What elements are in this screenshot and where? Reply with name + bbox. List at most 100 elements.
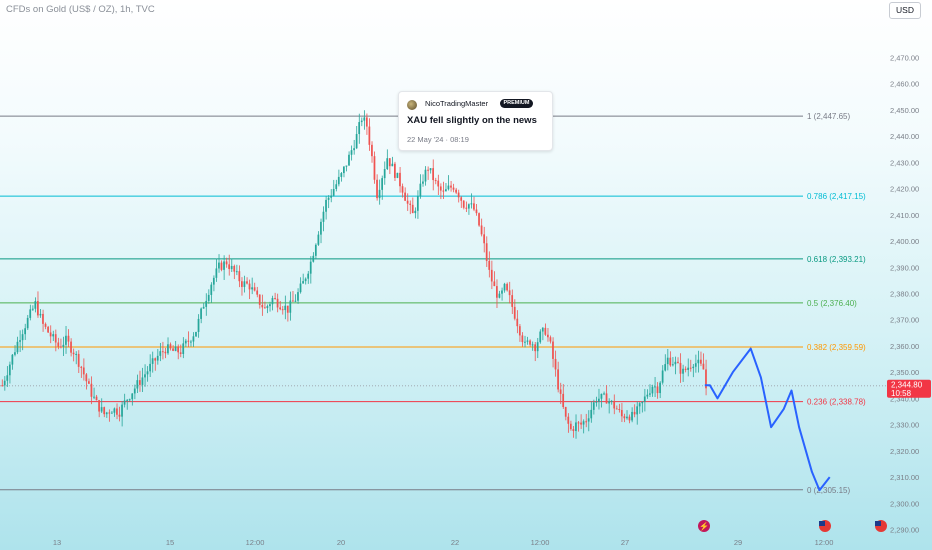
candle-body: [294, 300, 297, 302]
candle-body: [355, 134, 358, 149]
candle-body: [284, 305, 287, 311]
candle-body: [659, 382, 661, 394]
candle-body: [151, 358, 154, 364]
candle-body: [44, 323, 47, 327]
y-tick-label: 2,410.00: [890, 211, 919, 220]
candle-body: [167, 344, 169, 354]
candle-body: [156, 355, 159, 361]
fib-level-label: 0.5 (2,376.40): [807, 299, 857, 308]
candle-body: [322, 211, 325, 222]
candle-body: [133, 388, 136, 394]
y-tick-label: 2,300.00: [890, 499, 919, 508]
candle-body: [450, 185, 452, 188]
author-name[interactable]: NicoTradingMaster: [425, 99, 489, 108]
candle-body: [75, 353, 77, 355]
candle-body: [317, 234, 320, 245]
candle-body: [116, 408, 118, 415]
candle-body: [335, 184, 338, 190]
candle-body: [26, 317, 29, 329]
y-tick-label: 2,360.00: [890, 342, 919, 351]
candle-body: [123, 400, 126, 405]
candle-body: [493, 281, 496, 287]
y-tick-label: 2,330.00: [890, 421, 919, 430]
candle-body: [513, 306, 516, 319]
candle-body: [266, 306, 269, 309]
candle-body: [646, 394, 649, 397]
candle-body: [406, 200, 409, 204]
candle-body: [544, 327, 547, 335]
symbol-title: CFDs on Gold (US$ / OZ), 1h, TVC: [6, 4, 155, 15]
candle-body: [567, 416, 570, 424]
candle-body: [409, 203, 412, 205]
y-tick-label: 2,400.00: [890, 237, 919, 246]
candle-body: [467, 204, 470, 209]
candle-body: [85, 374, 88, 382]
candle-body: [702, 363, 705, 370]
candle-body: [531, 344, 534, 346]
candle-body: [529, 340, 531, 345]
candle-body: [82, 367, 85, 375]
candle-body: [391, 163, 394, 167]
candle-body: [67, 335, 70, 342]
candle-body: [312, 255, 315, 262]
candle-body: [292, 300, 294, 302]
candle-body: [345, 165, 348, 167]
candle-body: [700, 359, 702, 364]
candle-body: [562, 393, 565, 408]
candle-body: [485, 243, 488, 261]
y-tick-label: 2,450.00: [890, 106, 919, 115]
premium-badge: PREMIUM: [500, 99, 533, 108]
candle-body: [575, 422, 577, 432]
candle-body: [358, 122, 361, 135]
y-tick-label: 2,390.00: [890, 263, 919, 272]
currency-button[interactable]: USD: [889, 2, 921, 19]
candle-body: [598, 398, 600, 402]
candle-body: [258, 294, 261, 305]
candle-body: [3, 380, 6, 386]
candle-body: [90, 383, 93, 397]
candle-body: [447, 185, 450, 190]
candle-body: [230, 265, 233, 270]
candle-body: [340, 173, 343, 177]
candle-body: [225, 261, 228, 265]
candle-body: [534, 344, 536, 352]
candle-body: [297, 292, 299, 301]
candle-body: [480, 225, 483, 235]
candle-body: [501, 290, 503, 294]
candle-body: [77, 353, 80, 367]
candle-body: [218, 262, 220, 269]
candle-body: [365, 117, 368, 127]
candle-body: [52, 334, 55, 337]
candle-body: [121, 404, 123, 417]
idea-note-card[interactable]: NicoTradingMaster PREMIUM XAU fell sligh…: [398, 91, 553, 151]
candle-body: [386, 158, 389, 170]
candle-body: [65, 335, 67, 345]
current-price-tag: [887, 379, 931, 398]
candle-body: [381, 178, 383, 190]
candle-body: [618, 409, 621, 411]
candle-body: [416, 196, 419, 211]
candle-body: [677, 361, 679, 363]
candle-body: [455, 189, 457, 193]
candle-body: [452, 187, 455, 190]
x-tick-label: 29: [734, 538, 742, 547]
candle-body: [445, 189, 447, 192]
candle-body: [320, 221, 322, 235]
candle-body: [154, 358, 157, 361]
candle-body: [47, 326, 49, 333]
candle-body: [399, 172, 401, 187]
candle-body: [169, 344, 172, 349]
candle-body: [289, 300, 292, 313]
candle-body: [419, 183, 422, 197]
candle-body: [146, 371, 149, 375]
candle-body: [251, 287, 253, 290]
candle-body: [603, 393, 605, 395]
candle-body: [202, 306, 205, 309]
candle-body: [88, 381, 90, 384]
candle-body: [327, 197, 330, 200]
candle-body: [57, 342, 60, 347]
candle-body: [37, 301, 39, 316]
candle-body: [373, 156, 376, 180]
idea-note-text: XAU fell slightly on the news: [407, 115, 537, 126]
